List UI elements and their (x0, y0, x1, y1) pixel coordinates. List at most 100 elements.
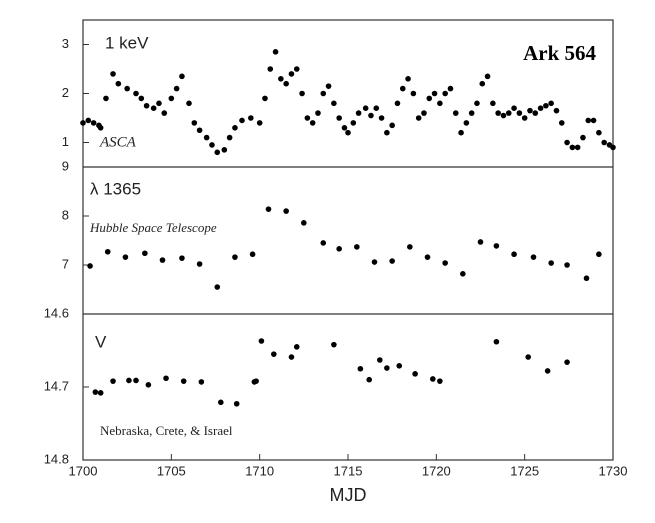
data-point (87, 263, 93, 269)
y-tick-label: 2 (62, 85, 69, 100)
data-point (226, 134, 233, 141)
data-point (325, 83, 332, 89)
data-point (407, 244, 413, 250)
data-point (389, 258, 395, 264)
data-point (442, 260, 448, 266)
data-point (452, 110, 459, 116)
data-point (362, 105, 369, 111)
data-point (357, 365, 364, 372)
data-point (278, 76, 284, 82)
y-tick-label: 1 (62, 134, 69, 149)
data-point (249, 251, 256, 258)
data-point (521, 115, 528, 121)
data-point (218, 399, 224, 406)
data-point (301, 220, 307, 226)
data-point (377, 357, 383, 363)
data-point (124, 85, 130, 92)
data-point (437, 378, 443, 384)
data-point (304, 115, 311, 121)
data-point (173, 85, 180, 92)
y-tick-label: 14.8 (44, 451, 69, 466)
data-point (97, 390, 104, 396)
data-point (138, 95, 145, 102)
annotation: λ 1365 (90, 179, 141, 198)
data-point (569, 144, 576, 151)
data-point (495, 110, 501, 116)
data-point (384, 129, 390, 136)
data-point (368, 112, 374, 119)
x-tick-label: 1710 (245, 463, 274, 478)
data-point (336, 246, 342, 252)
data-point (209, 142, 215, 148)
data-point (196, 261, 203, 267)
data-point (430, 376, 436, 382)
data-point (331, 100, 337, 107)
data-point (530, 254, 537, 260)
data-point (564, 139, 570, 146)
data-point (150, 105, 157, 111)
data-point (85, 117, 92, 124)
data-point (378, 115, 385, 121)
data-point (354, 244, 360, 250)
data-point (320, 90, 327, 97)
data-point (179, 73, 185, 80)
data-point (410, 90, 417, 97)
annotation: V (95, 332, 107, 351)
data-point (463, 120, 470, 126)
data-point (412, 371, 418, 377)
data-point (299, 90, 305, 97)
annotation: 1 keV (105, 33, 149, 52)
data-point (537, 105, 544, 111)
data-point (477, 239, 484, 245)
data-point (527, 107, 533, 114)
data-point (196, 127, 203, 134)
data-point (415, 115, 422, 121)
data-point (394, 100, 401, 107)
data-point (110, 71, 116, 77)
data-point (272, 49, 279, 55)
data-point (103, 95, 109, 102)
x-tick-label: 1720 (422, 463, 451, 478)
data-point (110, 378, 116, 384)
data-point (437, 100, 443, 107)
data-point (511, 251, 517, 258)
data-point (214, 149, 221, 156)
data-point (493, 243, 500, 249)
data-point (336, 115, 342, 121)
data-point (168, 95, 175, 102)
data-point (583, 275, 590, 282)
data-point (265, 206, 272, 212)
y-tick-label: 8 (62, 207, 69, 222)
data-point (256, 120, 263, 126)
data-point (350, 120, 357, 126)
data-point (564, 359, 570, 365)
data-point (315, 110, 321, 116)
annotation: Hubble Space Telescope (89, 220, 217, 235)
data-point (90, 120, 97, 126)
data-point (585, 117, 592, 124)
data-point (186, 100, 192, 107)
data-point (484, 73, 491, 80)
data-point (590, 117, 597, 124)
data-point (233, 400, 240, 407)
data-point (460, 271, 466, 277)
data-point (191, 120, 198, 126)
data-point (490, 100, 496, 107)
data-point (293, 66, 300, 72)
data-point (331, 341, 337, 348)
data-point (596, 251, 602, 258)
x-tick-label: 1715 (334, 463, 363, 478)
data-point (516, 110, 523, 116)
data-point (543, 102, 549, 109)
data-point (458, 129, 464, 136)
data-point (133, 377, 139, 384)
data-point (341, 125, 348, 131)
data-point (442, 90, 448, 97)
data-point (214, 284, 221, 290)
data-point (288, 354, 295, 360)
data-point (258, 338, 265, 344)
y-tick-label: 7 (62, 256, 69, 271)
y-tick-label: 14.7 (44, 378, 69, 393)
data-point (580, 134, 586, 141)
data-point (163, 375, 169, 382)
